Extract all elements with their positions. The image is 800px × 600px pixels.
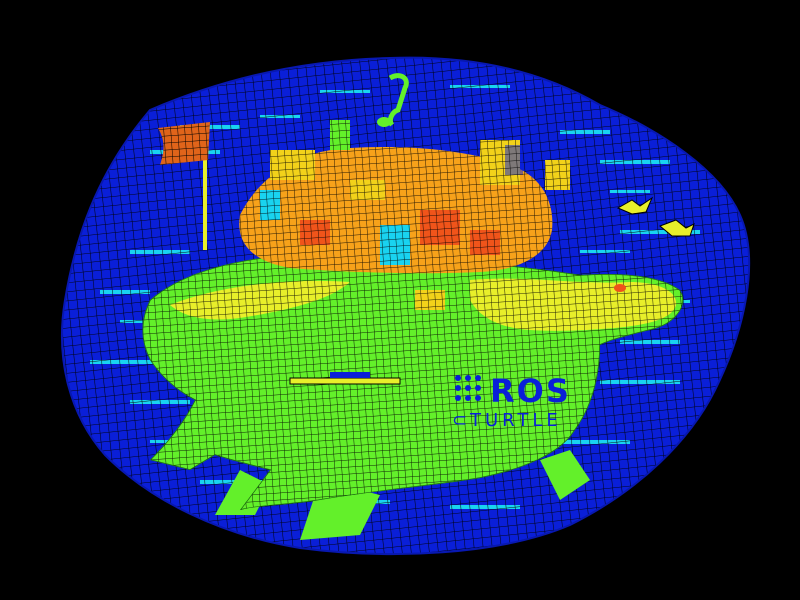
- ros-dots-icon: [455, 375, 481, 401]
- music-note-icon: [377, 73, 409, 127]
- ros-turtle-logo: ROS ⊂ TURTLE: [452, 372, 571, 431]
- bird-2: [659, 219, 695, 237]
- logo-word: ROS: [490, 372, 571, 410]
- flag-icon: [158, 122, 210, 250]
- logo-subword-prefix: ⊂: [452, 410, 467, 431]
- water-outline: [60, 56, 751, 556]
- bird-icon: [659, 219, 695, 237]
- logo-subword: TURTLE: [469, 410, 562, 431]
- dock: [289, 372, 401, 385]
- bird-1: [616, 196, 654, 215]
- bird-icon: [616, 196, 654, 215]
